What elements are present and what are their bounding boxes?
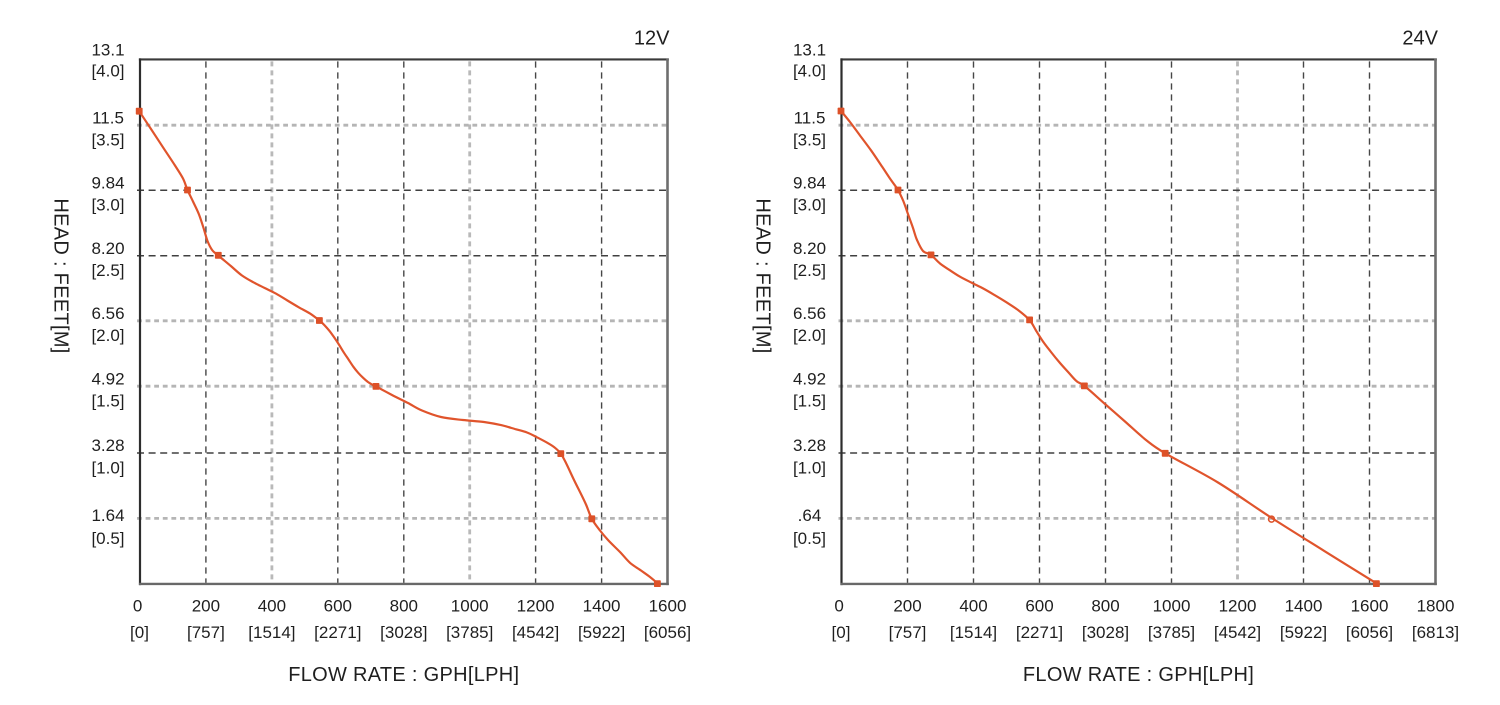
svg-text:[0]: [0]: [832, 623, 851, 642]
svg-text:[3.5]: [3.5]: [91, 131, 124, 150]
svg-text:[4.0]: [4.0]: [91, 62, 124, 81]
svg-text:[4542]: [4542]: [512, 623, 559, 642]
svg-text:0: 0: [834, 596, 843, 615]
svg-text:11.5: 11.5: [794, 108, 826, 127]
svg-text:1000: 1000: [1153, 596, 1191, 615]
svg-text:200: 200: [893, 596, 921, 615]
svg-text:[5922]: [5922]: [1280, 623, 1327, 642]
svg-text:[1.0]: [1.0]: [91, 458, 124, 477]
svg-text:1000: 1000: [451, 596, 489, 615]
svg-text:[2.0]: [2.0]: [793, 326, 826, 345]
svg-text:HEAD : FEET[M]: HEAD : FEET[M]: [752, 198, 774, 353]
svg-text:1800: 1800: [1417, 596, 1455, 615]
svg-text:13.1: 13.1: [793, 41, 826, 60]
svg-text:600: 600: [1025, 596, 1053, 615]
svg-text:[757]: [757]: [889, 623, 927, 642]
svg-text:[3028]: [3028]: [380, 623, 427, 642]
svg-text:[2.5]: [2.5]: [793, 261, 826, 280]
svg-text:[3.5]: [3.5]: [793, 131, 826, 150]
svg-text:[1514]: [1514]: [950, 623, 997, 642]
svg-text:[1.5]: [1.5]: [793, 392, 826, 411]
svg-text:.64: .64: [798, 506, 822, 525]
svg-text:6.56: 6.56: [793, 304, 826, 323]
svg-text:[6056]: [6056]: [1346, 623, 1393, 642]
svg-text:800: 800: [390, 596, 418, 615]
svg-text:[5922]: [5922]: [578, 623, 625, 642]
svg-text:FLOW RATE : GPH[LPH]: FLOW RATE : GPH[LPH]: [288, 664, 519, 686]
svg-text:600: 600: [324, 596, 352, 615]
svg-text:3.28: 3.28: [793, 436, 826, 455]
svg-text:[3028]: [3028]: [1082, 623, 1129, 642]
svg-text:[2271]: [2271]: [314, 623, 361, 642]
svg-text:1600: 1600: [649, 596, 687, 615]
svg-text:[1.5]: [1.5]: [91, 392, 124, 411]
svg-text:1200: 1200: [1219, 596, 1257, 615]
svg-text:4.92: 4.92: [793, 369, 826, 388]
svg-text:[1514]: [1514]: [248, 623, 295, 642]
svg-text:FLOW RATE : GPH[LPH]: FLOW RATE : GPH[LPH]: [1023, 664, 1254, 686]
svg-text:[0.5]: [0.5]: [793, 529, 826, 548]
svg-text:1400: 1400: [583, 596, 621, 615]
svg-text:[0.5]: [0.5]: [91, 529, 124, 548]
svg-text:[4542]: [4542]: [1214, 623, 1261, 642]
svg-text:9.84: 9.84: [91, 174, 124, 193]
svg-text:[1.0]: [1.0]: [793, 458, 826, 477]
svg-text:HEAD : FEET[M]: HEAD : FEET[M]: [50, 198, 72, 353]
svg-text:1600: 1600: [1351, 596, 1389, 615]
svg-text:[4.0]: [4.0]: [793, 62, 826, 81]
svg-text:24V: 24V: [1402, 28, 1438, 50]
svg-text:[0]: [0]: [130, 623, 149, 642]
svg-text:12V: 12V: [634, 28, 670, 50]
svg-text:[3.0]: [3.0]: [91, 196, 124, 215]
svg-text:8.20: 8.20: [91, 239, 124, 258]
svg-text:1400: 1400: [1285, 596, 1323, 615]
svg-text:0: 0: [133, 596, 142, 615]
svg-text:800: 800: [1091, 596, 1119, 615]
svg-text:200: 200: [192, 596, 220, 615]
svg-text:[2.0]: [2.0]: [91, 326, 124, 345]
svg-text:[2.5]: [2.5]: [91, 261, 124, 280]
svg-text:[757]: [757]: [187, 623, 225, 642]
svg-text:[3.0]: [3.0]: [793, 196, 826, 215]
svg-text:400: 400: [959, 596, 987, 615]
svg-text:9.84: 9.84: [793, 174, 826, 193]
svg-text:1.64: 1.64: [91, 506, 124, 525]
svg-text:4.92: 4.92: [91, 369, 124, 388]
svg-text:[2271]: [2271]: [1016, 623, 1063, 642]
svg-text:[6813]: [6813]: [1412, 623, 1459, 642]
svg-text:400: 400: [258, 596, 286, 615]
svg-text:[3785]: [3785]: [446, 623, 493, 642]
svg-text:1200: 1200: [517, 596, 555, 615]
svg-text:[3785]: [3785]: [1148, 623, 1195, 642]
svg-text:[6056]: [6056]: [644, 623, 691, 642]
svg-text:3.28: 3.28: [91, 436, 124, 455]
svg-text:11.5: 11.5: [92, 108, 124, 127]
svg-text:8.20: 8.20: [793, 239, 826, 258]
svg-text:6.56: 6.56: [91, 304, 124, 323]
svg-text:13.1: 13.1: [91, 41, 124, 60]
